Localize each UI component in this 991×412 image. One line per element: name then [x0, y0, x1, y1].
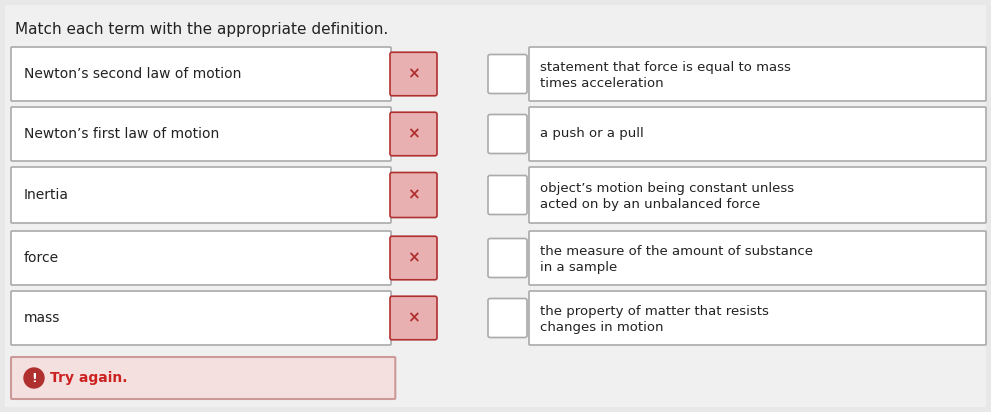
FancyBboxPatch shape — [390, 112, 437, 156]
Text: times acceleration: times acceleration — [540, 77, 664, 89]
FancyBboxPatch shape — [488, 176, 527, 215]
FancyBboxPatch shape — [11, 167, 391, 223]
Text: acted on by an unbalanced force: acted on by an unbalanced force — [540, 197, 760, 211]
FancyBboxPatch shape — [11, 291, 391, 345]
FancyBboxPatch shape — [529, 47, 986, 101]
FancyBboxPatch shape — [488, 299, 527, 337]
Text: Newton’s second law of motion: Newton’s second law of motion — [24, 67, 242, 81]
FancyBboxPatch shape — [390, 173, 437, 218]
Text: mass: mass — [24, 311, 60, 325]
FancyBboxPatch shape — [390, 236, 437, 280]
Text: changes in motion: changes in motion — [540, 321, 664, 333]
Text: object’s motion being constant unless: object’s motion being constant unless — [540, 182, 794, 194]
Circle shape — [24, 368, 44, 388]
FancyBboxPatch shape — [529, 167, 986, 223]
Text: ×: × — [407, 187, 420, 203]
FancyBboxPatch shape — [5, 5, 986, 407]
Text: ×: × — [407, 66, 420, 82]
FancyBboxPatch shape — [529, 291, 986, 345]
Text: statement that force is equal to mass: statement that force is equal to mass — [540, 61, 791, 73]
FancyBboxPatch shape — [390, 296, 437, 340]
FancyBboxPatch shape — [11, 47, 391, 101]
FancyBboxPatch shape — [488, 239, 527, 278]
Text: Newton’s first law of motion: Newton’s first law of motion — [24, 127, 219, 141]
FancyBboxPatch shape — [11, 231, 391, 285]
Text: force: force — [24, 251, 59, 265]
Text: in a sample: in a sample — [540, 260, 617, 274]
FancyBboxPatch shape — [390, 52, 437, 96]
Text: the measure of the amount of substance: the measure of the amount of substance — [540, 244, 813, 258]
FancyBboxPatch shape — [488, 115, 527, 154]
FancyBboxPatch shape — [529, 231, 986, 285]
Text: a push or a pull: a push or a pull — [540, 127, 644, 140]
Text: the property of matter that resists: the property of matter that resists — [540, 304, 769, 318]
FancyBboxPatch shape — [11, 107, 391, 161]
Text: ×: × — [407, 311, 420, 325]
Text: !: ! — [31, 372, 37, 384]
FancyBboxPatch shape — [529, 107, 986, 161]
Text: Match each term with the appropriate definition.: Match each term with the appropriate def… — [15, 22, 388, 37]
FancyBboxPatch shape — [488, 54, 527, 94]
Text: ×: × — [407, 126, 420, 141]
Text: Try again.: Try again. — [50, 371, 128, 385]
Text: Inertia: Inertia — [24, 188, 69, 202]
Text: ×: × — [407, 250, 420, 265]
FancyBboxPatch shape — [11, 357, 395, 399]
